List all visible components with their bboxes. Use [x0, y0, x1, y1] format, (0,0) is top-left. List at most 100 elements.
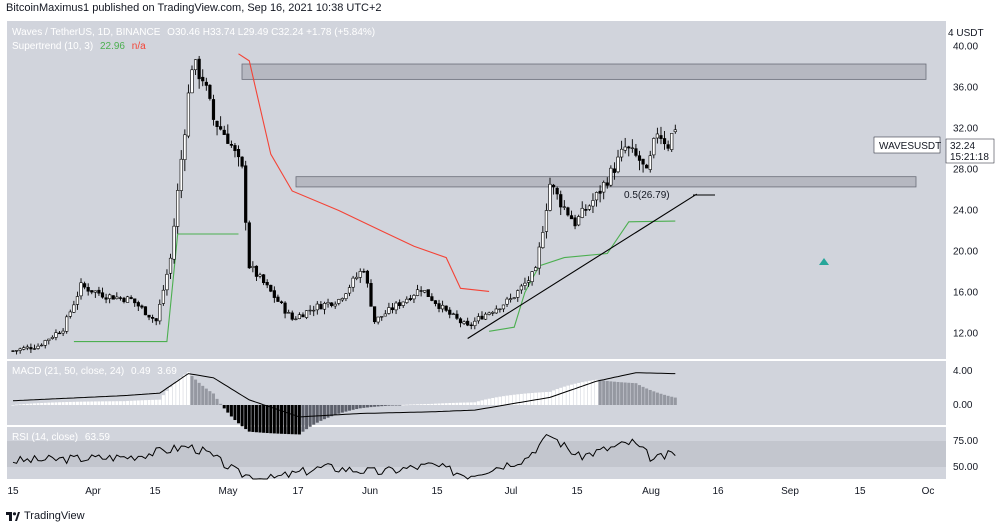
last-price: 32.24	[950, 141, 975, 152]
time-tick-label: 15	[431, 486, 443, 497]
candle	[233, 145, 237, 152]
macd-histogram-bar	[437, 403, 441, 405]
candle	[480, 315, 484, 320]
macd-histogram-bar	[573, 383, 577, 405]
macd-histogram-bar	[484, 399, 488, 405]
macd-histogram-bar	[373, 405, 377, 407]
candle	[398, 302, 402, 307]
macd-histogram-bar	[591, 380, 595, 405]
candle	[351, 277, 355, 288]
macd-histogram-bar	[258, 405, 262, 433]
candle	[11, 350, 15, 352]
macd-histogram-bar	[459, 402, 462, 405]
ticker-tag-box	[873, 136, 941, 154]
sr-zone[interactable]	[241, 63, 927, 80]
candle	[222, 129, 226, 135]
candle	[666, 144, 670, 149]
macd-histogram-bar	[390, 405, 394, 406]
candle	[591, 200, 595, 207]
macd-histogram-bar	[620, 382, 624, 405]
candle	[97, 289, 101, 294]
candle	[147, 314, 151, 318]
candle	[40, 344, 44, 347]
macd-panel	[7, 361, 946, 425]
candle	[315, 303, 319, 311]
rsi-legend[interactable]: RSI (14, close) 63.59	[12, 432, 110, 443]
candle	[372, 306, 377, 323]
macd-histogram-bar	[215, 398, 219, 405]
macd-histogram-bar	[534, 392, 538, 405]
candle	[387, 307, 391, 314]
candle	[612, 168, 617, 173]
candle	[143, 306, 148, 316]
candle	[548, 183, 552, 211]
macd-histogram-bar	[337, 405, 341, 414]
fib-label: 0.5(26.79)	[624, 190, 670, 201]
macd-histogram-bar	[79, 401, 83, 405]
macd-histogram-bar	[516, 394, 520, 405]
candle	[473, 320, 477, 327]
candle	[251, 266, 255, 268]
macd-histogram-bar	[519, 393, 523, 405]
macd-histogram-bar	[659, 393, 663, 405]
candle	[534, 267, 538, 272]
macd-legend[interactable]: MACD (21, 50, close, 24) 0.49 3.69	[12, 366, 177, 377]
macd-histogram-bar	[441, 403, 445, 405]
macd-histogram-bar	[462, 402, 466, 405]
candle	[541, 232, 545, 249]
macd-histogram-bar	[301, 405, 305, 432]
macd-histogram-bar	[648, 389, 652, 405]
ticker-tag: WAVESUSDT	[879, 141, 941, 152]
macd-histogram-bar	[548, 391, 552, 405]
macd-histogram-bar	[362, 405, 366, 408]
price-axis[interactable]	[946, 20, 1001, 500]
candle	[32, 348, 37, 350]
candle	[440, 304, 445, 310]
tradingview-logo-icon	[6, 511, 20, 521]
macd-histogram-bar	[179, 377, 183, 405]
macd-histogram-bar	[97, 401, 101, 405]
candle	[415, 289, 420, 296]
candle	[559, 194, 563, 208]
macd-histogram-bar	[40, 402, 44, 405]
macd-histogram-bar	[645, 388, 649, 405]
symbol-legend[interactable]: Waves / TetherUS, 1D, BINANCE O30.46 H33…	[12, 27, 375, 38]
macd-histogram-bar	[530, 392, 534, 405]
sr-zone[interactable]	[295, 176, 917, 188]
candle	[355, 276, 359, 279]
macd-histogram-bar	[612, 381, 616, 405]
macd-tick-label: 0.00	[953, 400, 973, 411]
candle	[247, 222, 251, 269]
macd-histogram-bar	[358, 405, 362, 409]
candle	[376, 316, 380, 323]
candle	[401, 301, 405, 306]
candle	[562, 206, 566, 208]
macd-histogram-bar	[638, 385, 641, 405]
macd-histogram-bar	[455, 402, 459, 405]
macd-histogram-bar	[265, 405, 269, 434]
macd-histogram-bar	[226, 405, 230, 413]
candle	[50, 336, 54, 339]
candle	[648, 155, 652, 170]
candle	[168, 257, 173, 274]
macd-histogram-bar	[165, 390, 169, 405]
macd-histogram-bar	[577, 382, 581, 405]
tradingview-brand[interactable]: TradingView	[6, 510, 85, 522]
macd-histogram-bar	[140, 400, 144, 405]
supertrend-legend[interactable]: Supertrend (10, 3) 22.96 n/a	[12, 41, 146, 52]
candle	[448, 309, 452, 315]
macd-histogram-bar	[634, 383, 638, 405]
candle	[466, 320, 470, 326]
candle	[419, 290, 423, 292]
candle	[365, 270, 370, 284]
macd-histogram-bar	[609, 381, 613, 405]
macd-histogram-bar	[351, 405, 355, 410]
candle	[598, 190, 602, 194]
ascending-support-line[interactable]	[467, 193, 698, 339]
candle	[594, 192, 599, 201]
price-axis-unit: 4 USDT	[948, 28, 984, 39]
candle	[512, 297, 516, 299]
macd-histogram-bar	[569, 384, 573, 405]
time-tick-label: 15	[571, 486, 583, 497]
